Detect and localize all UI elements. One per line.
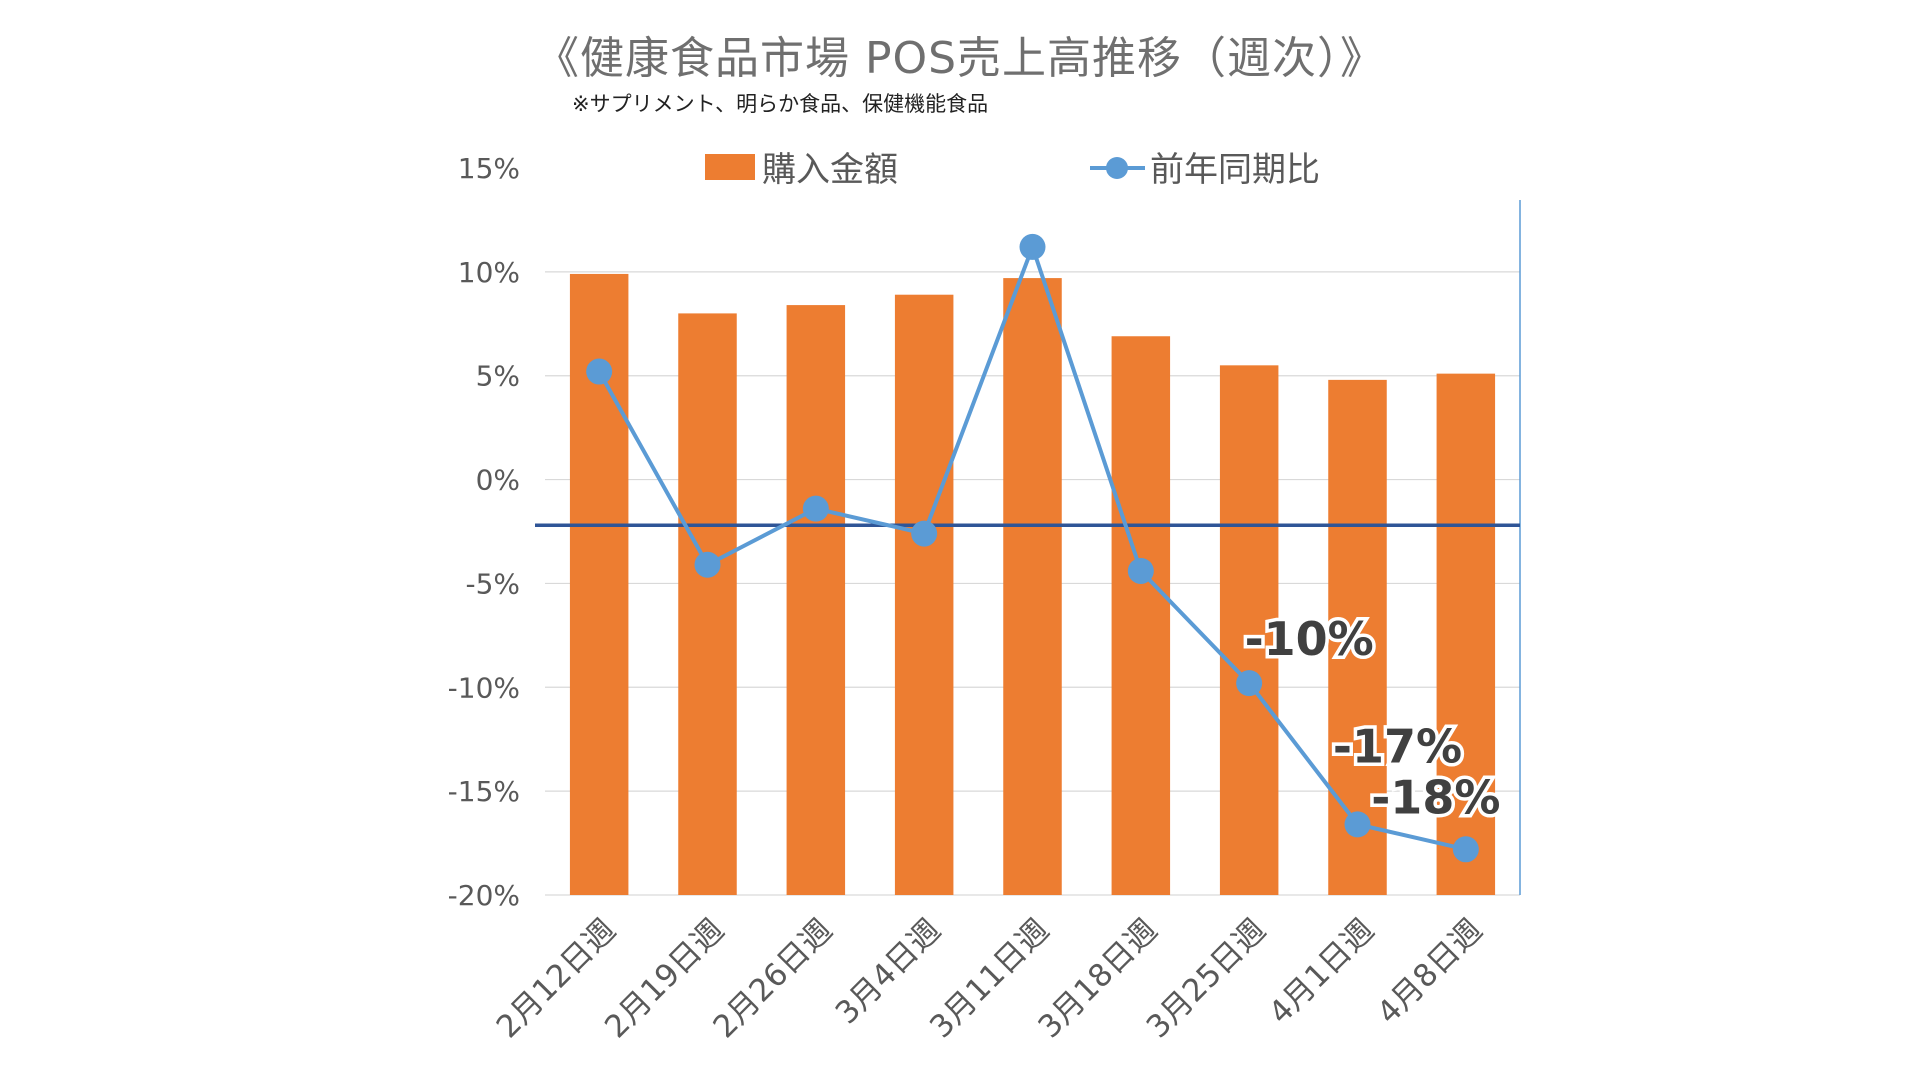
- bar-layer: [569, 273, 1496, 896]
- y-tick-label: 5%: [476, 360, 520, 393]
- bar: [894, 294, 954, 896]
- line-point: [694, 551, 721, 578]
- bar: [678, 313, 737, 895]
- legend-label-bar: 購入金額: [762, 150, 898, 190]
- line-point: [911, 520, 938, 547]
- legend: 購入金額 前年同期比: [705, 150, 1320, 190]
- data-annotation-label: -17%: [1333, 719, 1462, 773]
- line-layer: [586, 233, 1479, 863]
- legend-swatch-marker: [1106, 157, 1128, 179]
- x-tick-label: 4月1日週: [1262, 912, 1381, 1031]
- bar: [1436, 373, 1496, 895]
- y-tick-label: -10%: [448, 671, 520, 704]
- bar: [1219, 365, 1279, 895]
- y-tick-label: 10%: [458, 256, 520, 289]
- x-tick-label: 3月25日週: [1140, 912, 1273, 1045]
- x-tick-label: 4月8日週: [1370, 912, 1489, 1031]
- y-tick-label: 15%: [458, 152, 520, 185]
- legend-label-line: 前年同期比: [1150, 150, 1320, 190]
- line-point: [1452, 836, 1479, 863]
- y-tick-label: -15%: [448, 775, 520, 808]
- legend-swatch-bar: [705, 154, 755, 180]
- y-tick-label: 0%: [476, 464, 520, 497]
- line-point: [1236, 670, 1263, 697]
- bar: [786, 305, 846, 895]
- data-annotation-label: -10%: [1245, 612, 1374, 666]
- bar: [1003, 278, 1062, 895]
- bar: [1328, 379, 1387, 896]
- line-point: [586, 358, 613, 385]
- x-tick-label: 2月26日週: [706, 912, 839, 1045]
- bar: [1111, 336, 1171, 896]
- y-tick-label: -5%: [465, 567, 520, 600]
- line-point: [1344, 811, 1371, 838]
- line-point: [1127, 557, 1154, 584]
- chart-subtitle: ※サプリメント、明らか食品、保健機能食品: [572, 92, 989, 116]
- line-point: [802, 495, 829, 522]
- line-point: [1019, 233, 1046, 260]
- data-annotation-label: -18%: [1371, 770, 1500, 824]
- y-tick-label: -20%: [448, 879, 520, 912]
- chart-title: 《健康食品市場 POS売上高推移（週次）》: [534, 33, 1386, 84]
